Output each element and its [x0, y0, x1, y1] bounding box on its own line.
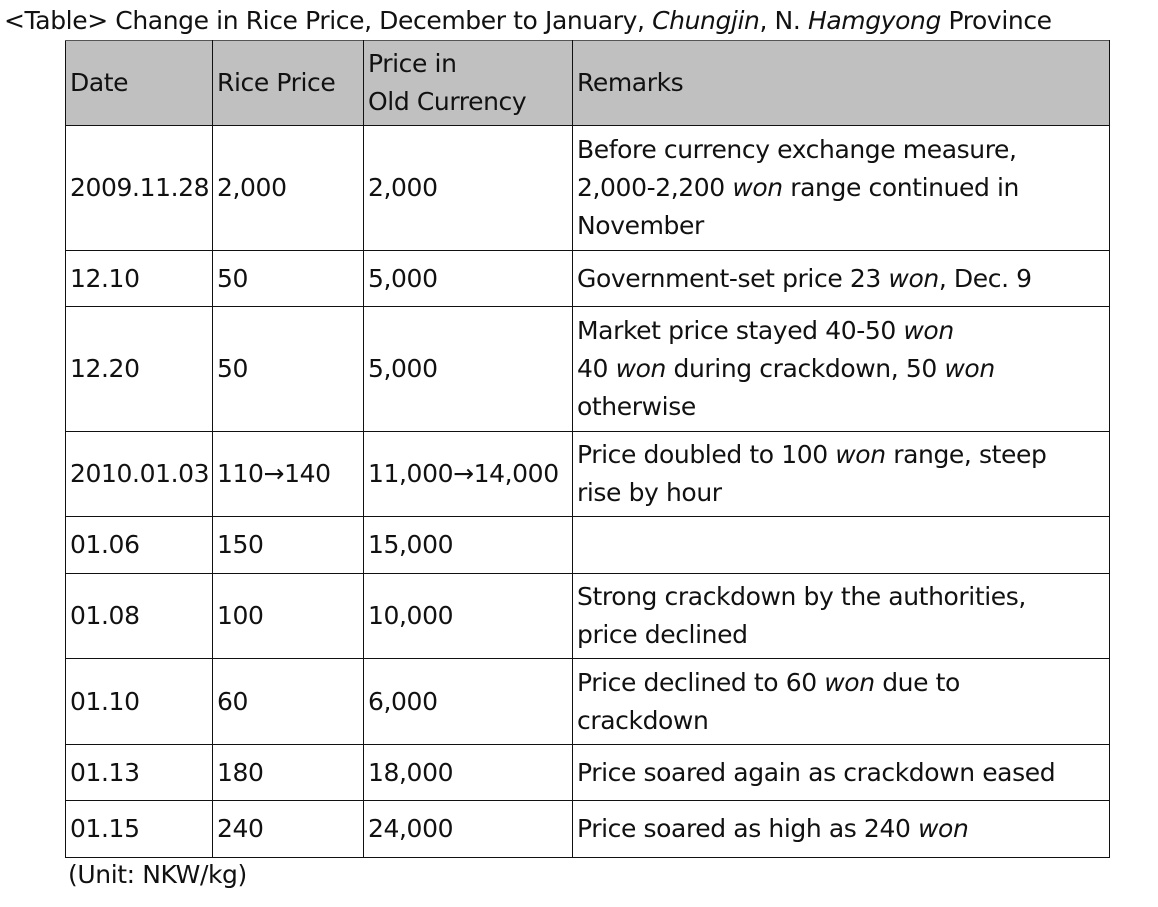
table-row: 01.06 150 15,000: [65, 516, 1110, 574]
table-row: 01.08 100 10,000 Strong crackdown by the…: [65, 573, 1110, 659]
cell-old-price: 24,000: [363, 800, 573, 858]
header-old-currency: Price in Old Currency: [363, 40, 573, 126]
cell-price: 150: [212, 516, 364, 574]
cell-remarks: Price declined to 60 won due to crackdown: [572, 658, 1110, 745]
header-remarks: Remarks: [572, 40, 1110, 126]
caption-province: Hamgyong: [807, 6, 941, 35]
remark-won: won: [903, 316, 954, 345]
header-date: Date: [65, 40, 213, 126]
cell-date: 2010.01.03: [65, 431, 213, 517]
cell-remarks: Price soared again as crackdown eased: [572, 744, 1110, 801]
cell-price: 180: [212, 744, 364, 801]
cell-remarks: [572, 516, 1110, 574]
remark-text: 2,000-2,200: [577, 173, 733, 202]
remark-text: due to: [874, 667, 960, 697]
header-line: Price in: [368, 49, 457, 78]
cell-remarks: Market price stayed 40-50 won 40 won duri…: [572, 306, 1110, 432]
cell-price: 50: [212, 250, 364, 307]
remark-text: otherwise: [577, 392, 696, 421]
cell-date: 12.10: [65, 250, 213, 307]
cell-remarks: Price soared as high as 240 won: [572, 800, 1110, 858]
table-row: 2009.11.28 2,000 2,000 Before currency e…: [65, 125, 1110, 251]
caption-city: Chungjin: [652, 6, 760, 35]
cell-price: 110→140: [212, 431, 364, 517]
remark-text: 40: [577, 354, 616, 383]
remark-text: range, steep: [885, 440, 1047, 469]
cell-old-price: 18,000: [363, 744, 573, 801]
cell-remarks: Government-set price 23 won, Dec. 9: [572, 250, 1110, 307]
unit-note: (Unit: NKW/kg): [68, 860, 247, 889]
cell-old-price: 11,000→14,000: [363, 431, 573, 517]
remark-text: , Dec. 9: [938, 263, 1032, 293]
caption-text: <Table> Change in Rice Price, December t…: [4, 6, 653, 35]
table-row: 01.10 60 6,000 Price declined to 60 won …: [65, 658, 1110, 745]
cell-price: 50: [212, 306, 364, 432]
cell-old-price: 5,000: [363, 250, 573, 307]
remark-won: won: [824, 667, 875, 697]
cell-date: 01.10: [65, 658, 213, 745]
rice-price-table: Date Rice Price Price in Old Currency Rem…: [65, 40, 1110, 858]
cell-date: 01.06: [65, 516, 213, 574]
remark-won: won: [918, 814, 969, 843]
cell-old-price: 2,000: [363, 125, 573, 251]
caption-text: , N.: [759, 6, 808, 35]
cell-old-price: 10,000: [363, 573, 573, 659]
remark-text: Price doubled to 100: [577, 440, 836, 469]
cell-date: 12.20: [65, 306, 213, 432]
cell-date: 01.13: [65, 744, 213, 801]
cell-price: 2,000: [212, 125, 364, 251]
caption-text: Province: [940, 6, 1052, 35]
remark-text: crackdown: [577, 705, 709, 735]
remark-won: won: [835, 440, 886, 469]
remark-text: price declined: [577, 620, 748, 649]
cell-date: 01.15: [65, 800, 213, 858]
remark-text: Price declined to 60: [577, 667, 825, 697]
cell-old-price: 6,000: [363, 658, 573, 745]
cell-price: 60: [212, 658, 364, 745]
remark-text: range continued in: [782, 173, 1019, 202]
remark-text: Government-set price 23: [577, 263, 889, 293]
table-row: 2010.01.03 110→140 11,000→14,000 Price d…: [65, 431, 1110, 517]
remark-won: won: [615, 354, 667, 383]
remark-text: Price soared as high as 240: [577, 814, 918, 843]
remark-won: won: [888, 263, 939, 293]
remark-won: won: [732, 173, 783, 202]
remark-text: Strong crackdown by the authorities,: [577, 582, 1026, 611]
table-row: 01.13 180 18,000 Price soared again as c…: [65, 744, 1110, 801]
remark-text: during crackdown, 50: [665, 354, 945, 383]
table-row: 01.15 240 24,000 Price soared as high as…: [65, 800, 1110, 858]
remark-text: Before currency exchange measure,: [577, 135, 1017, 164]
header-rice-price: Rice Price: [212, 40, 364, 126]
header-line: Old Currency: [368, 87, 527, 116]
cell-remarks: Before currency exchange measure, 2,000-2…: [572, 125, 1110, 251]
cell-old-price: 5,000: [363, 306, 573, 432]
header-row: Date Rice Price Price in Old Currency Rem…: [65, 40, 1110, 126]
cell-price: 100: [212, 573, 364, 659]
remark-text: rise by hour: [577, 478, 722, 507]
cell-price: 240: [212, 800, 364, 858]
table-row: 12.20 50 5,000 Market price stayed 40-50…: [65, 306, 1110, 432]
cell-old-price: 15,000: [363, 516, 573, 574]
remark-text: Market price stayed 40-50: [577, 316, 904, 345]
cell-date: 01.08: [65, 573, 213, 659]
cell-remarks: Price doubled to 100 won range, steep ris…: [572, 431, 1110, 517]
table-caption: <Table> Change in Rice Price, December t…: [4, 4, 1052, 38]
remark-won: won: [944, 354, 995, 383]
remark-text: November: [577, 211, 704, 240]
cell-date: 2009.11.28: [65, 125, 213, 251]
table-row: 12.10 50 5,000 Government-set price 23 w…: [65, 250, 1110, 307]
cell-remarks: Strong crackdown by the authorities, pric…: [572, 573, 1110, 659]
